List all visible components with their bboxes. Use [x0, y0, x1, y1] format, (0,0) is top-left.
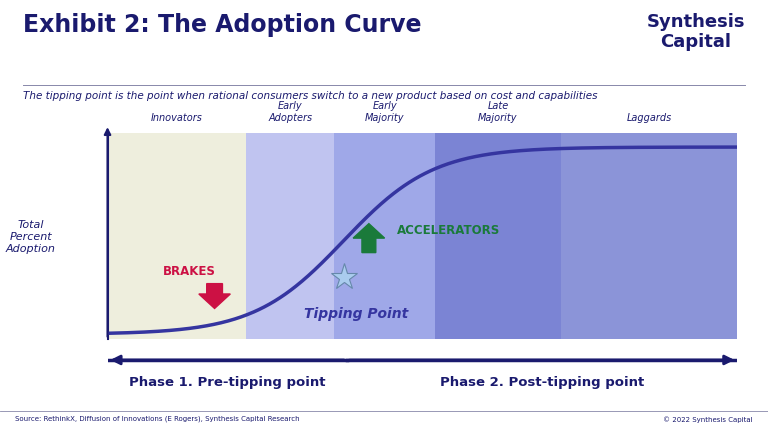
Text: BRAKES: BRAKES	[163, 265, 216, 278]
Bar	[334, 133, 435, 340]
Bar	[435, 133, 561, 340]
Text: Phase 2. Post-tipping point: Phase 2. Post-tipping point	[440, 375, 644, 389]
Text: Early
Adopters: Early Adopters	[268, 101, 313, 123]
Text: Early
Majority: Early Majority	[365, 101, 405, 123]
Text: Total
Percent
Adoption: Total Percent Adoption	[6, 220, 55, 253]
Bar	[108, 133, 246, 340]
Text: Innovators: Innovators	[151, 113, 203, 123]
Text: Phase 1. Pre-tipping point: Phase 1. Pre-tipping point	[129, 375, 326, 389]
Text: Tipping Point: Tipping Point	[304, 307, 409, 321]
Text: © 2022 Synthesis Capital: © 2022 Synthesis Capital	[663, 415, 753, 421]
Text: Exhibit 2: The Adoption Curve: Exhibit 2: The Adoption Curve	[23, 13, 422, 37]
Text: Late
Majority: Late Majority	[478, 101, 518, 123]
Text: Laggards: Laggards	[627, 113, 672, 123]
Text: Source: RethinkX, Diffusion of Innovations (E Rogers), Synthesis Capital Researc: Source: RethinkX, Diffusion of Innovatio…	[15, 415, 300, 421]
FancyArrow shape	[353, 224, 385, 253]
Bar	[246, 133, 334, 340]
FancyArrow shape	[199, 284, 230, 309]
Bar	[561, 133, 737, 340]
Text: Synthesis
Capital: Synthesis Capital	[647, 13, 745, 51]
Text: ACCELERATORS: ACCELERATORS	[397, 224, 501, 237]
Text: The tipping point is the point when rational consumers switch to a new product b: The tipping point is the point when rati…	[23, 90, 598, 100]
